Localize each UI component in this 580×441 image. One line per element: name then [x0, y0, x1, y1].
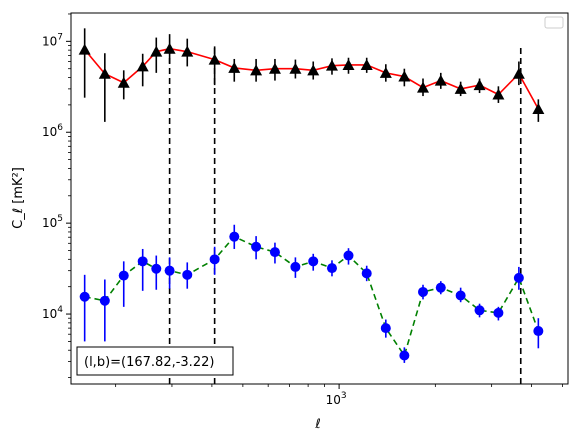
series-2-point-14	[326, 263, 337, 274]
series-2-point-23	[493, 307, 504, 318]
series-1-point-16	[360, 58, 373, 70]
series-1-point-8	[208, 53, 221, 65]
series-2-point-21	[455, 290, 466, 301]
series-1-point-4	[136, 60, 149, 72]
y-axis-ticks: 104 105 106 107	[42, 13, 71, 378]
series-1-point-2	[98, 67, 111, 79]
series-1-point-6	[163, 42, 176, 54]
series-2-point-7	[182, 269, 193, 280]
series-1-point-13	[307, 64, 320, 76]
series-2-point-16	[361, 268, 372, 279]
annotation-text: (l,b)=(167.82,-3.22)	[84, 355, 214, 370]
annotation-box: (l,b)=(167.82,-3.22)	[76, 346, 234, 376]
series-2-point-12	[290, 261, 301, 272]
series-2-point-19	[418, 286, 429, 297]
series-2-point-11	[269, 247, 280, 258]
y-axis-label: C_ℓ [mK²]	[11, 167, 26, 229]
series-1-point-22	[473, 79, 486, 91]
series-1-point-25	[532, 103, 545, 115]
series-2-point-1	[79, 291, 90, 302]
series-1-point-7	[181, 45, 194, 57]
series-2-point-8	[209, 254, 220, 265]
series-2-point-9	[229, 231, 240, 242]
series-1-line	[84, 47, 540, 110]
series-1-point-12	[289, 62, 302, 74]
series-1-point-21	[454, 82, 467, 94]
plot-layer	[78, 28, 545, 384]
series-2-point-10	[251, 241, 262, 252]
y-tick-label-3: 106	[42, 123, 63, 139]
plot-frame	[70, 12, 569, 385]
series-1-point-23	[492, 88, 505, 100]
series-2-point-6	[164, 265, 175, 276]
legend-box	[544, 16, 564, 29]
series-1-point-17	[379, 66, 392, 78]
series-2-point-4	[137, 256, 148, 267]
series-2-point-15	[343, 250, 354, 261]
series-2-point-18	[399, 350, 410, 361]
series-2-line	[84, 235, 540, 358]
series-1-point-1	[78, 43, 91, 55]
y-tick-label-4: 107	[42, 32, 63, 48]
series-2-point-25	[533, 326, 544, 337]
series-2-point-20	[435, 282, 446, 293]
x-axis-ticks: 103	[115, 384, 563, 407]
series-1-point-15	[342, 58, 355, 70]
x-axis-label: ℓ	[314, 417, 320, 432]
series-2-point-22	[474, 305, 485, 316]
series-1-point-19	[417, 81, 430, 93]
series-1-point-18	[398, 70, 411, 82]
series-2-point-17	[380, 323, 391, 334]
series-2	[79, 224, 544, 363]
series-1-point-10	[250, 64, 263, 76]
series-2-point-5	[151, 263, 162, 274]
x-tick-label-1: 103	[326, 391, 347, 407]
series-1-point-9	[228, 61, 241, 73]
y-tick-label-1: 104	[42, 305, 63, 321]
series-1	[78, 28, 545, 122]
y-tick-label-2: 105	[42, 214, 63, 230]
series-2-point-24	[513, 272, 524, 283]
series-1-point-24	[512, 67, 525, 79]
series-1-point-3	[117, 76, 130, 88]
series-2-point-2	[99, 295, 110, 306]
series-1-point-5	[150, 45, 163, 57]
series-2-point-3	[118, 270, 129, 281]
series-1-point-20	[434, 74, 447, 86]
series-1-point-11	[268, 62, 281, 74]
series-2-point-13	[308, 256, 319, 267]
series-1-point-14	[325, 59, 338, 71]
